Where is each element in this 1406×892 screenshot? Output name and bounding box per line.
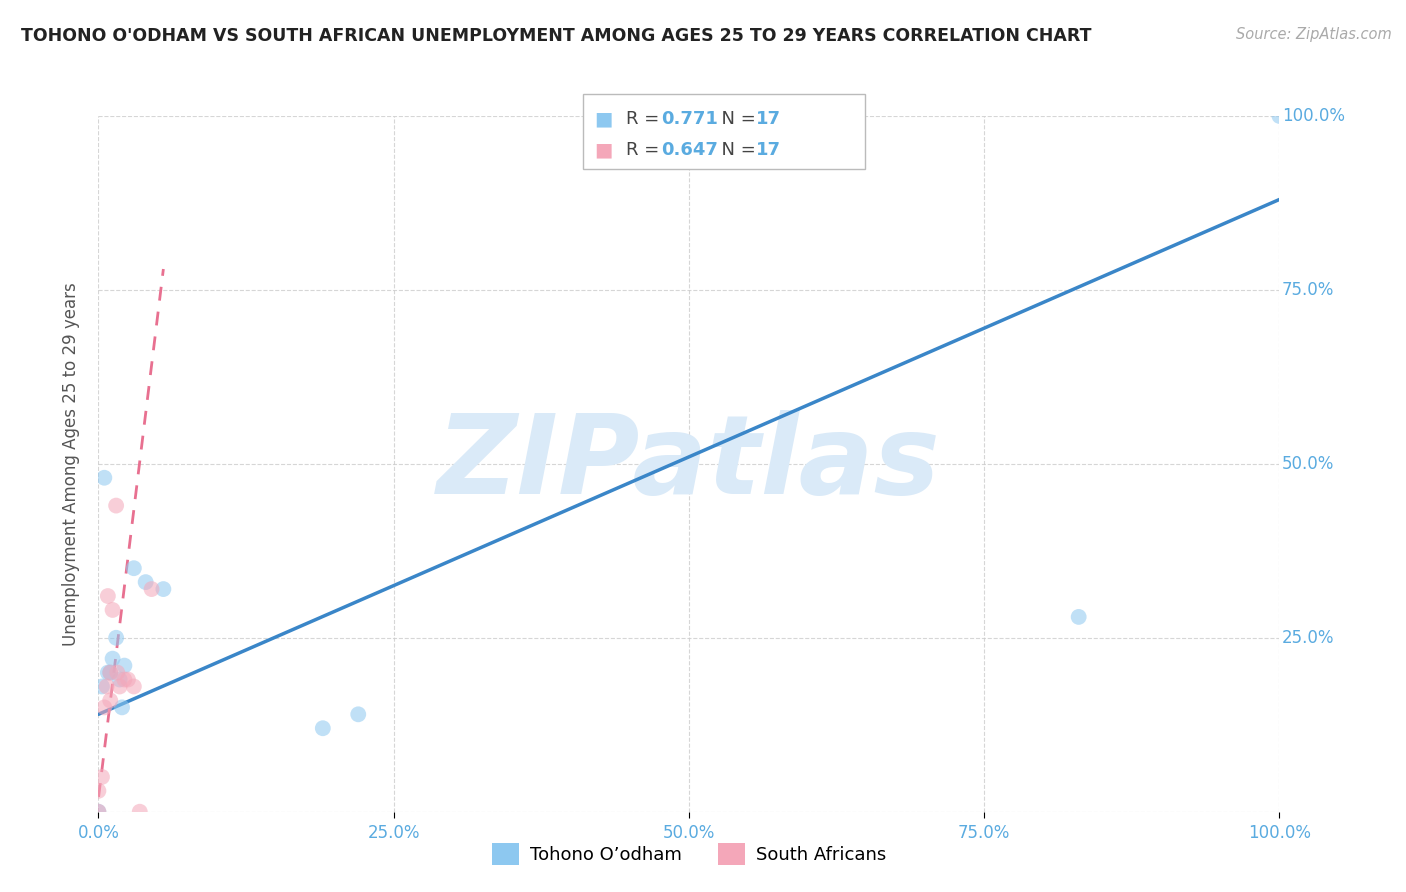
Point [152, 582, 174, 596]
Point [91, 770, 114, 784]
Text: Source: ZipAtlas.com: Source: ZipAtlas.com [1236, 27, 1392, 42]
Text: 50.0%: 50.0% [1282, 455, 1334, 473]
Text: 25.0%: 25.0% [1282, 629, 1334, 647]
Point [91, 680, 114, 694]
Point [97, 665, 120, 680]
Point [97, 589, 120, 603]
Text: R =: R = [626, 141, 665, 159]
Point [87, 784, 110, 798]
Point [87, 805, 110, 819]
Text: R =: R = [626, 110, 665, 128]
Point [112, 673, 135, 687]
Text: 17: 17 [756, 141, 782, 159]
Text: ■: ■ [595, 110, 613, 128]
Text: 100.0%: 100.0% [1282, 107, 1344, 125]
Point [108, 673, 131, 687]
Text: N =: N = [710, 141, 762, 159]
Text: 0.647: 0.647 [661, 141, 717, 159]
Point [108, 680, 131, 694]
Point [111, 700, 134, 714]
Point [141, 582, 163, 596]
Point [135, 575, 157, 590]
Text: 17: 17 [756, 110, 782, 128]
Point [122, 561, 145, 575]
Point [98, 665, 121, 680]
Point [312, 721, 335, 735]
Point [1067, 610, 1090, 624]
Text: TOHONO O'ODHAM VS SOUTH AFRICAN UNEMPLOYMENT AMONG AGES 25 TO 29 YEARS CORRELATI: TOHONO O'ODHAM VS SOUTH AFRICAN UNEMPLOY… [21, 27, 1091, 45]
Text: ZIPatlas: ZIPatlas [437, 410, 941, 517]
Point [1268, 109, 1291, 123]
Point [128, 805, 150, 819]
Point [93, 471, 115, 485]
Y-axis label: Unemployment Among Ages 25 to 29 years: Unemployment Among Ages 25 to 29 years [62, 282, 80, 646]
Point [93, 700, 115, 714]
Legend: Tohono O’odham, South Africans: Tohono O’odham, South Africans [485, 836, 893, 872]
Point [98, 693, 121, 707]
Point [105, 631, 128, 645]
Point [87, 805, 110, 819]
Text: 75.0%: 75.0% [1282, 281, 1334, 299]
Point [101, 603, 124, 617]
Point [347, 707, 370, 722]
Text: N =: N = [710, 110, 762, 128]
Point [101, 651, 124, 665]
Point [96, 680, 118, 694]
Point [105, 499, 128, 513]
Point [98, 665, 121, 680]
Point [117, 673, 139, 687]
Text: 0.771: 0.771 [661, 110, 717, 128]
Point [112, 658, 135, 673]
Point [122, 680, 145, 694]
Point [105, 665, 128, 680]
Text: ■: ■ [595, 141, 613, 160]
